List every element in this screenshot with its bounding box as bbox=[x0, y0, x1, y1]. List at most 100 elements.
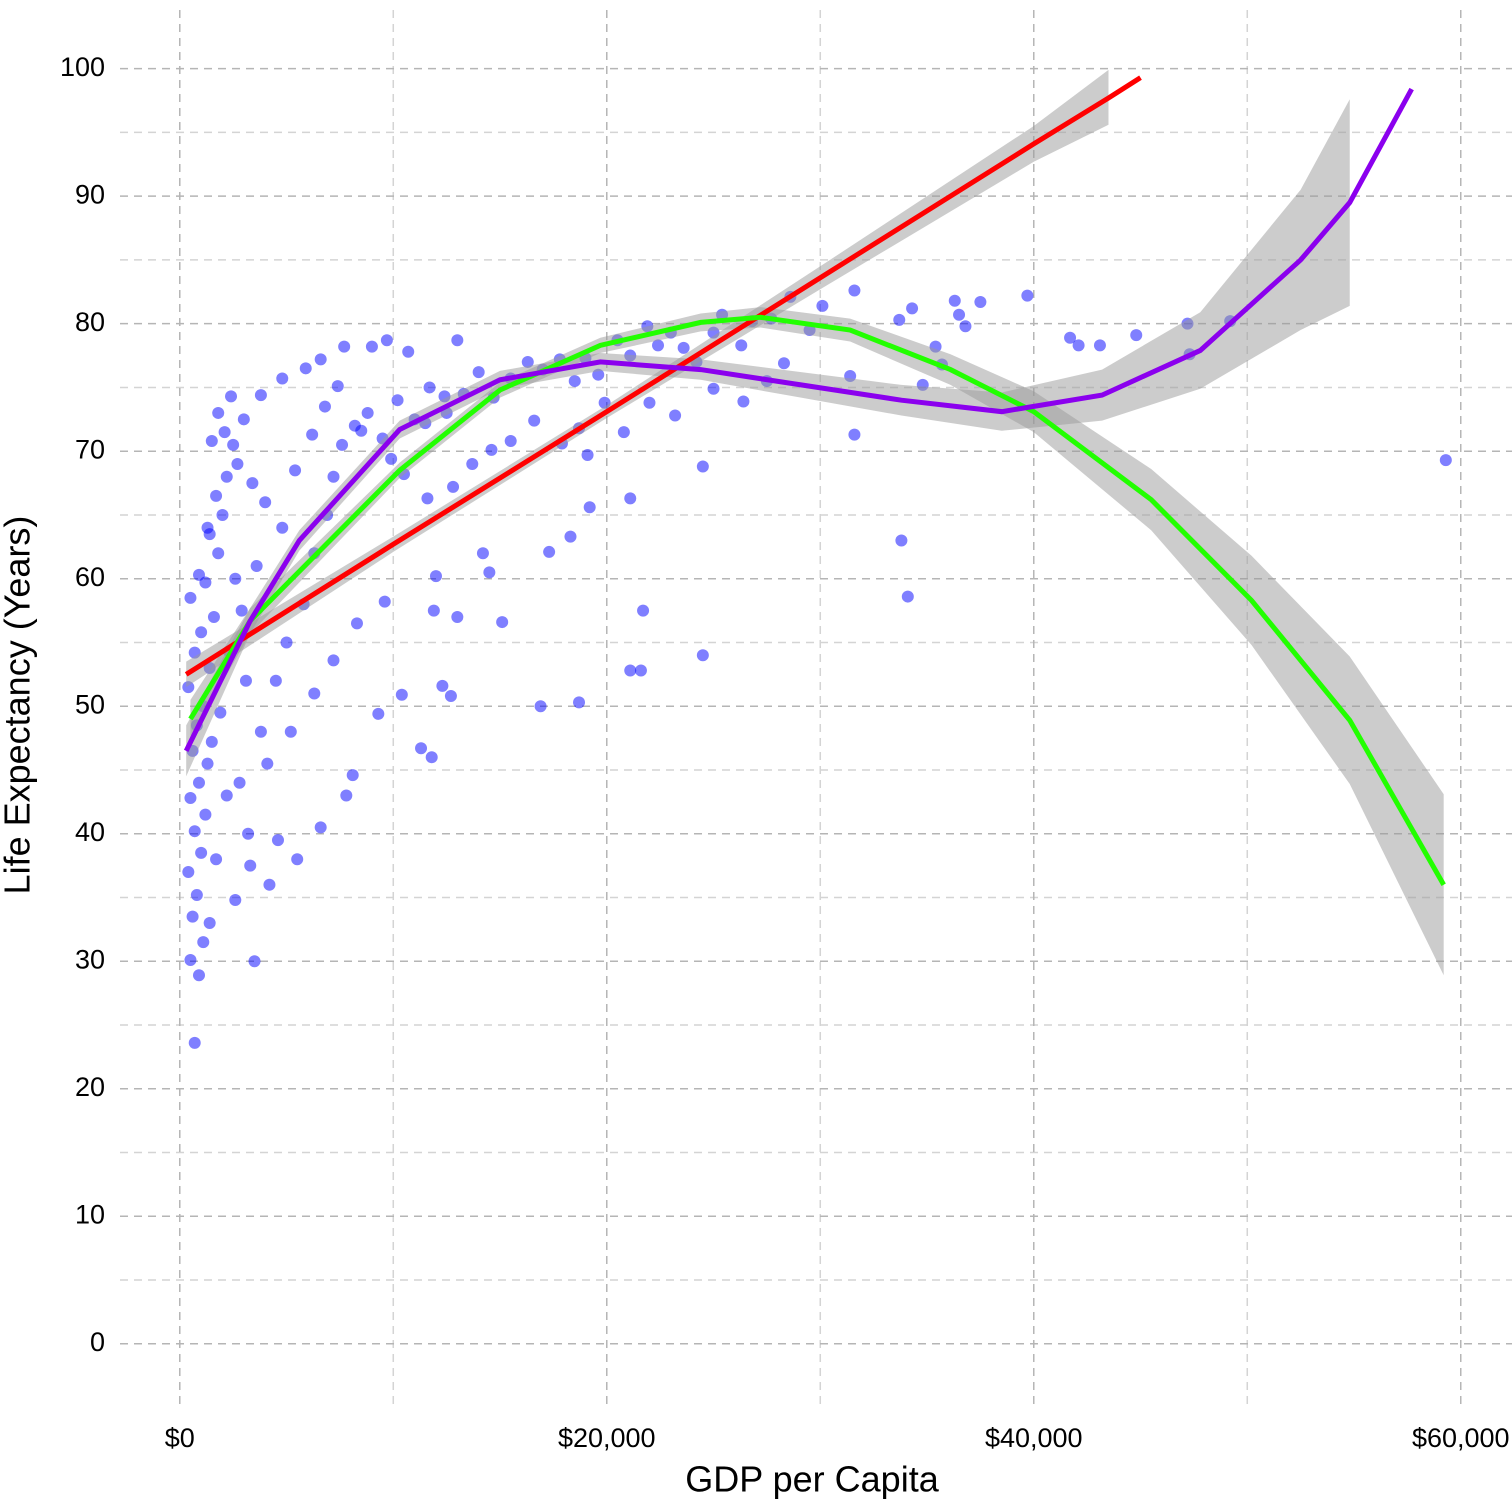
point bbox=[496, 616, 509, 629]
point bbox=[395, 688, 408, 701]
point bbox=[192, 776, 205, 789]
point bbox=[735, 339, 748, 352]
point bbox=[564, 530, 577, 543]
point bbox=[637, 604, 650, 617]
point bbox=[848, 284, 861, 297]
point bbox=[380, 334, 393, 347]
point bbox=[289, 464, 302, 477]
point bbox=[848, 428, 861, 441]
point bbox=[336, 438, 349, 451]
point bbox=[259, 496, 272, 509]
point bbox=[299, 362, 312, 375]
point bbox=[263, 878, 276, 891]
point bbox=[195, 626, 208, 639]
confidence-band bbox=[186, 99, 1350, 777]
point bbox=[466, 457, 479, 470]
point bbox=[504, 434, 517, 447]
point bbox=[948, 294, 961, 307]
point bbox=[235, 604, 248, 617]
point bbox=[220, 789, 233, 802]
point bbox=[534, 700, 547, 713]
point bbox=[327, 654, 340, 667]
y-tick-label: 10 bbox=[75, 1199, 105, 1229]
point bbox=[624, 492, 637, 505]
point bbox=[327, 470, 340, 483]
point bbox=[269, 674, 282, 687]
fit-line bbox=[183, 87, 1414, 752]
point bbox=[218, 426, 231, 439]
point bbox=[906, 302, 919, 315]
point bbox=[472, 366, 485, 379]
point bbox=[372, 707, 385, 720]
point bbox=[239, 674, 252, 687]
point bbox=[543, 545, 556, 558]
point bbox=[568, 375, 581, 388]
point bbox=[696, 460, 709, 473]
point bbox=[652, 339, 665, 352]
point bbox=[229, 572, 242, 585]
point bbox=[451, 610, 464, 623]
point bbox=[291, 853, 304, 866]
fit-line bbox=[188, 314, 1446, 886]
point bbox=[203, 916, 216, 929]
point bbox=[205, 434, 218, 447]
point bbox=[190, 888, 203, 901]
point bbox=[583, 501, 596, 514]
point bbox=[261, 757, 274, 770]
point bbox=[246, 477, 259, 490]
y-tick-label: 60 bbox=[75, 562, 105, 592]
point bbox=[707, 382, 720, 395]
point bbox=[427, 604, 440, 617]
point bbox=[220, 470, 233, 483]
y-tick-label: 70 bbox=[75, 434, 105, 464]
point bbox=[1093, 339, 1106, 352]
point bbox=[284, 725, 297, 738]
point bbox=[429, 570, 442, 583]
point bbox=[777, 357, 790, 370]
point bbox=[338, 340, 351, 353]
point bbox=[276, 521, 289, 534]
point bbox=[306, 428, 319, 441]
point bbox=[696, 649, 709, 662]
x-axis-title: GDP per Capita bbox=[685, 1459, 939, 1500]
point bbox=[346, 769, 359, 782]
point bbox=[521, 355, 534, 368]
point bbox=[669, 409, 682, 422]
point bbox=[1021, 289, 1034, 302]
point bbox=[528, 414, 541, 427]
point bbox=[1072, 339, 1085, 352]
point bbox=[895, 534, 908, 547]
point bbox=[581, 449, 594, 462]
point bbox=[314, 353, 327, 366]
point bbox=[421, 492, 434, 505]
point bbox=[197, 936, 210, 949]
y-tick-label: 20 bbox=[75, 1072, 105, 1102]
point bbox=[210, 489, 223, 502]
point bbox=[737, 395, 750, 408]
point bbox=[233, 776, 246, 789]
x-tick-label: $40,000 bbox=[985, 1423, 1083, 1453]
point bbox=[237, 413, 250, 426]
point bbox=[216, 508, 229, 521]
point bbox=[271, 834, 284, 847]
y-tick-label: 90 bbox=[75, 179, 105, 209]
point bbox=[1130, 329, 1143, 342]
point bbox=[199, 808, 212, 821]
point bbox=[355, 424, 368, 437]
point bbox=[184, 591, 197, 604]
point bbox=[573, 696, 586, 709]
y-tick-label: 30 bbox=[75, 944, 105, 974]
point bbox=[195, 846, 208, 859]
point bbox=[250, 559, 263, 572]
point bbox=[385, 452, 398, 465]
point bbox=[248, 955, 261, 968]
point bbox=[201, 757, 214, 770]
point bbox=[1439, 454, 1452, 467]
point bbox=[182, 865, 195, 878]
y-tick-label: 0 bbox=[90, 1327, 105, 1357]
point bbox=[485, 443, 498, 456]
point bbox=[643, 396, 656, 409]
point bbox=[184, 953, 197, 966]
fit-line bbox=[184, 75, 1142, 677]
